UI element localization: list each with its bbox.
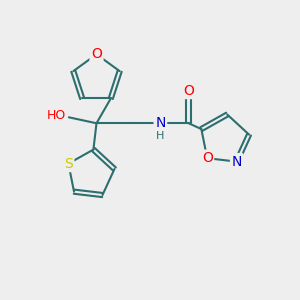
Text: HO: HO bbox=[47, 109, 66, 122]
Text: H: H bbox=[156, 131, 165, 141]
Text: N: N bbox=[155, 116, 166, 130]
Text: O: O bbox=[202, 151, 213, 165]
Text: N: N bbox=[232, 154, 242, 169]
Text: O: O bbox=[91, 47, 102, 61]
Text: S: S bbox=[64, 157, 73, 171]
Text: O: O bbox=[183, 84, 194, 98]
